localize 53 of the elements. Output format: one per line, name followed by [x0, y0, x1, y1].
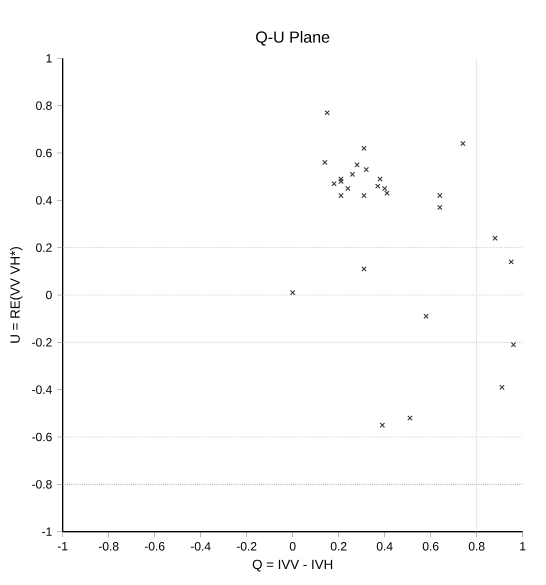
- x-tick-label: 0.2: [330, 542, 346, 551]
- point: [350, 172, 356, 177]
- point: [361, 266, 367, 272]
- point: [492, 235, 498, 241]
- point: [499, 384, 505, 390]
- point: [437, 204, 443, 210]
- y-tick-label: 0.6: [36, 148, 52, 158]
- y-tick-label: -0.6: [32, 432, 52, 442]
- y-tick-label: -1: [42, 528, 52, 536]
- y-axis-title: U = RE(VV VH*): [10, 247, 22, 343]
- y-tick-label: 0.4: [36, 196, 52, 205]
- point: [375, 183, 380, 189]
- point: [423, 314, 429, 319]
- chart-title: Q-U Plane: [256, 31, 330, 46]
- y-tick-label: -0.2: [32, 338, 52, 347]
- y-tick-label: 0.8: [36, 101, 52, 110]
- point: [324, 110, 330, 116]
- x-axis-title: Q = IVV - IVH: [252, 560, 332, 572]
- x-tick-label: -0.2: [236, 542, 256, 551]
- x-tick-label: 0: [290, 542, 296, 551]
- y-tick-label: 1: [46, 54, 52, 62]
- x-tick-label: -1: [58, 542, 68, 550]
- point: [290, 290, 296, 296]
- point: [364, 166, 369, 172]
- x-tick-label: -0.6: [144, 542, 164, 551]
- point: [345, 186, 351, 192]
- point: [377, 176, 383, 182]
- y-tick-label: 0: [46, 290, 52, 300]
- y-tick-label: -0.4: [32, 385, 52, 394]
- point: [361, 192, 367, 198]
- point: [384, 190, 390, 196]
- x-tick-label: 1: [520, 542, 526, 550]
- point: [510, 342, 516, 348]
- x-tick-label: -0.4: [190, 542, 211, 551]
- point: [380, 422, 386, 428]
- point: [354, 162, 360, 168]
- point: [361, 146, 367, 151]
- point: [331, 181, 337, 186]
- x-tick-label: 0.4: [376, 542, 393, 551]
- y-tick-label: 0.2: [36, 243, 52, 252]
- point: [338, 192, 344, 198]
- point: [322, 160, 328, 166]
- x-tick-label: 0.8: [468, 542, 484, 551]
- point: [407, 415, 413, 421]
- point: [460, 140, 466, 146]
- x-tick-label: -0.8: [98, 542, 118, 551]
- point: [508, 259, 514, 265]
- x-tick-label: 0.6: [422, 542, 438, 551]
- point: [338, 178, 344, 184]
- point: [338, 176, 344, 182]
- point: [437, 192, 443, 198]
- point: [382, 186, 388, 192]
- y-tick-label: -0.8: [32, 480, 52, 489]
